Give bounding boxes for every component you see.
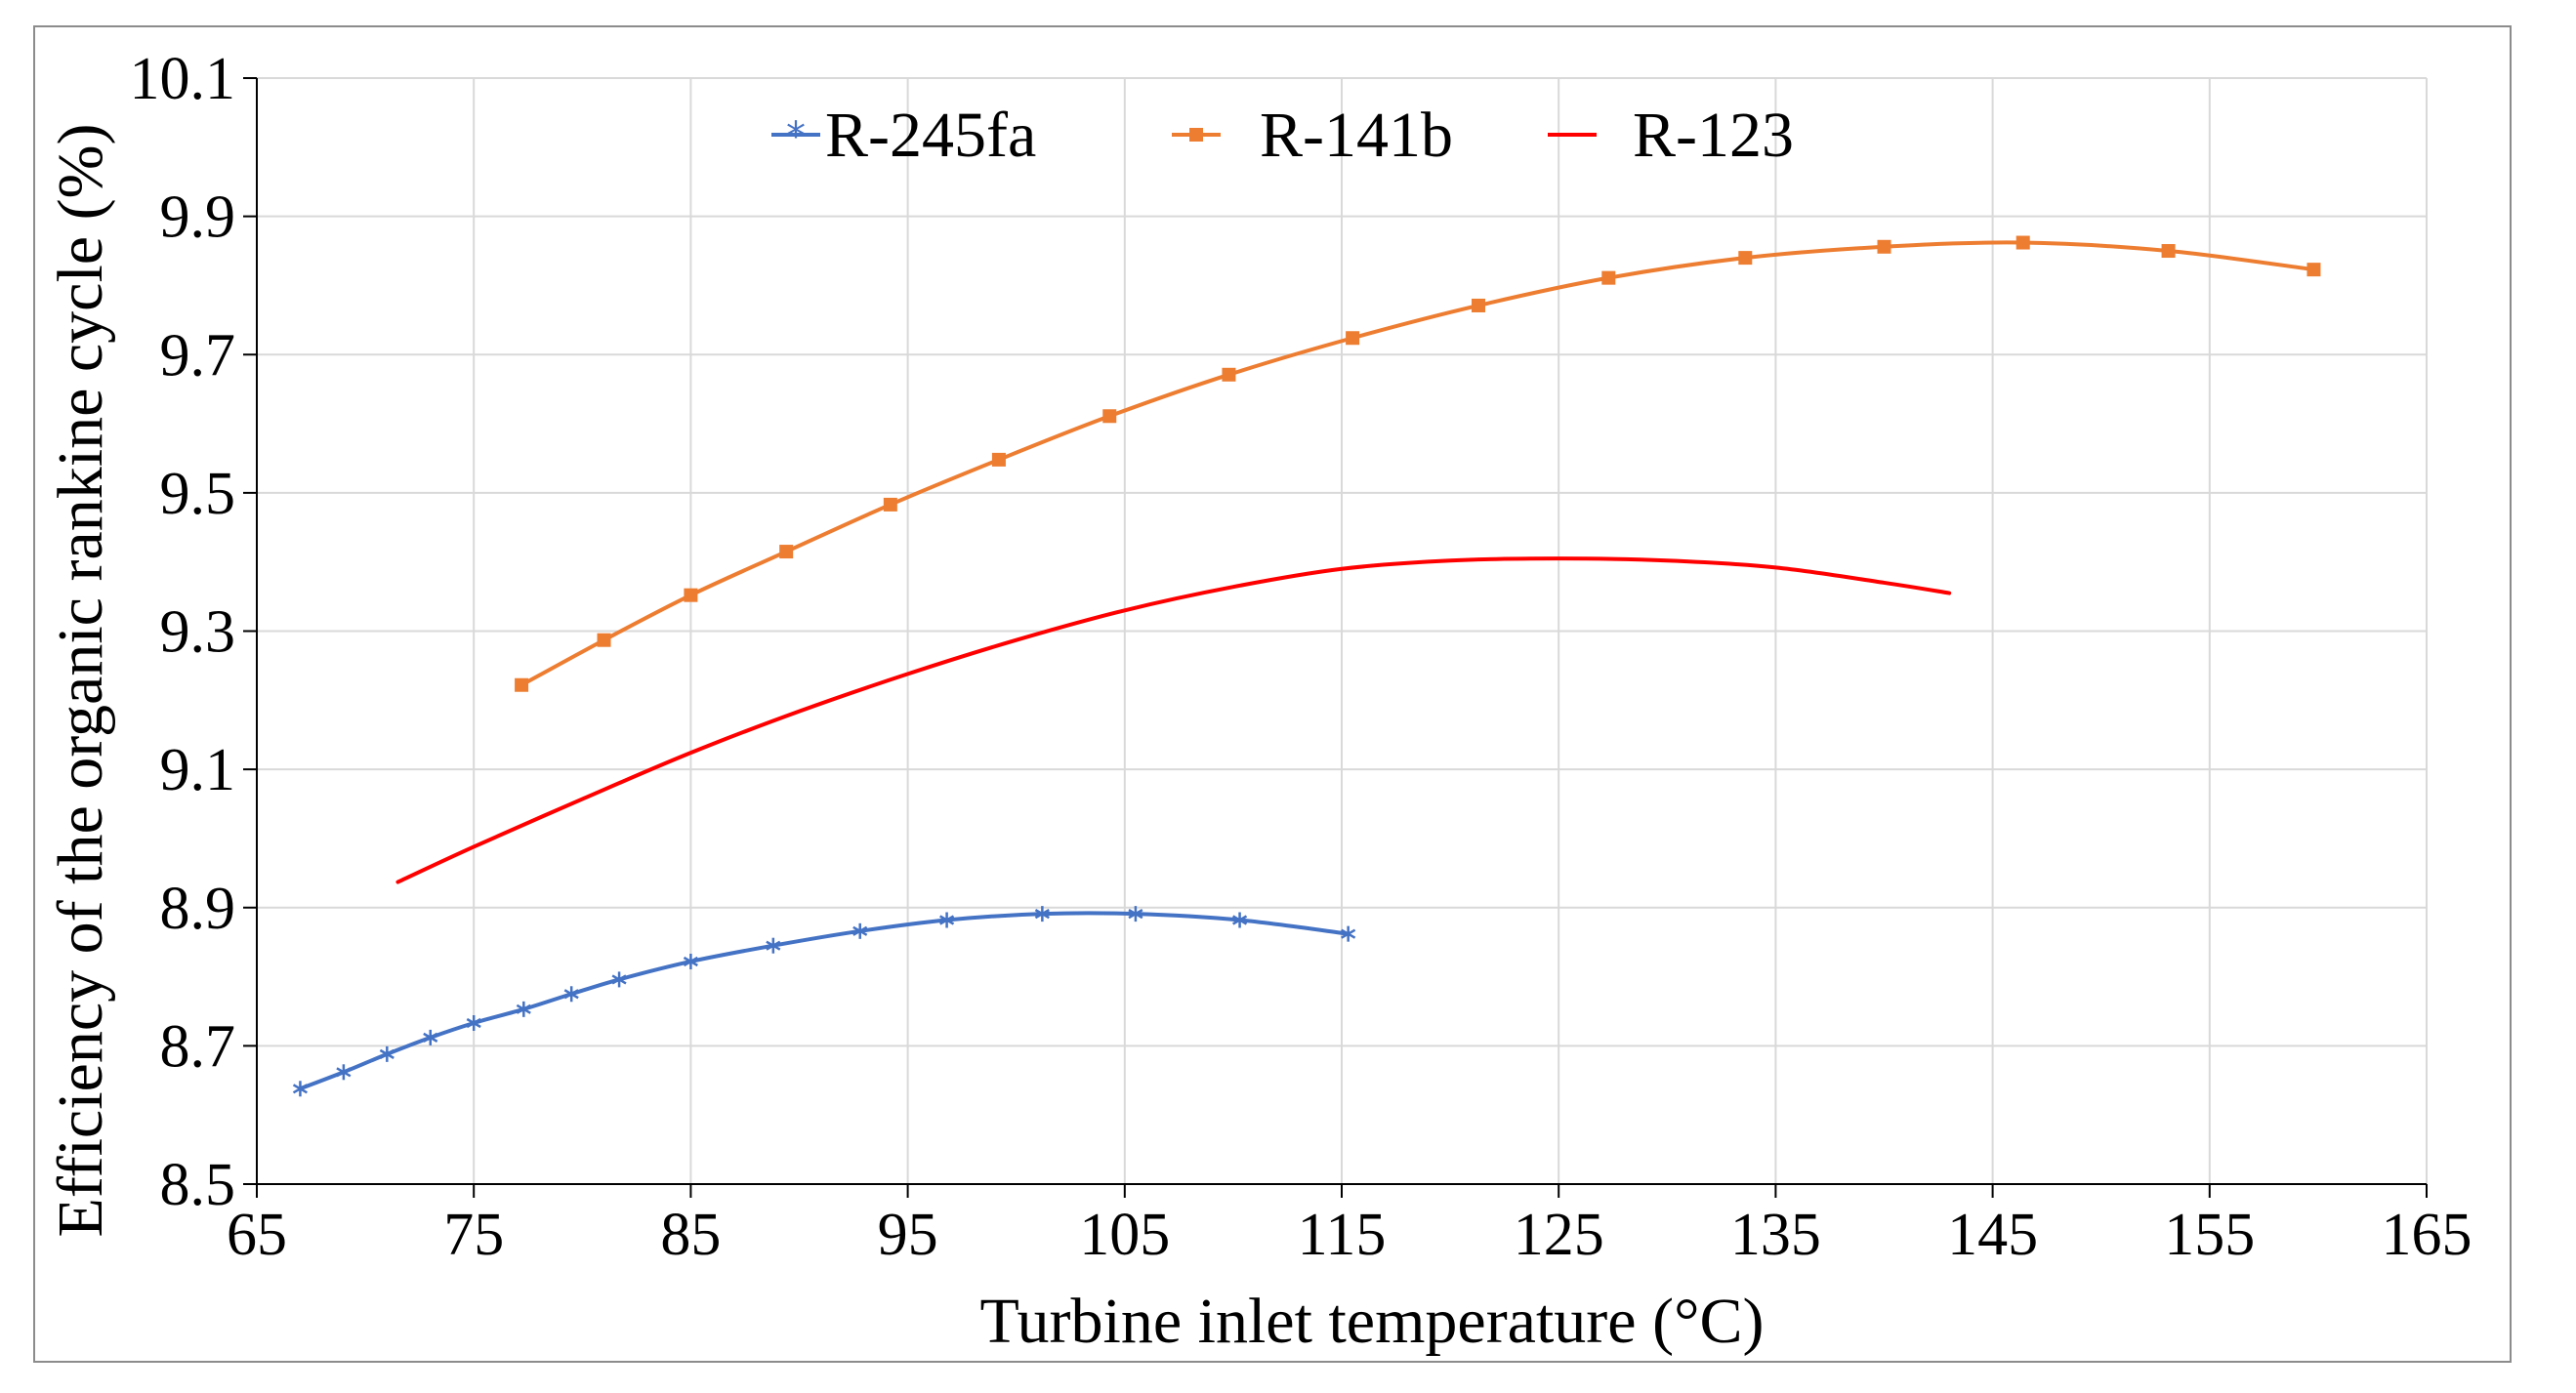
data-point-r245fa: [1341, 925, 1356, 942]
series-line-r141b: [519, 240, 2316, 687]
data-point-r245fa: [852, 922, 868, 939]
data-point-r245fa: [939, 912, 955, 928]
y-tick-label: 9.5: [160, 461, 236, 527]
chart-frame: [33, 25, 2512, 1363]
data-point-r141b: [1346, 331, 1360, 346]
data-point-r141b: [1471, 298, 1485, 312]
y-tick-label: 9.1: [160, 737, 236, 803]
data-point-r141b: [1601, 270, 1616, 285]
y-tick-label: 8.5: [160, 1152, 236, 1218]
x-tick-label: 65: [227, 1202, 287, 1268]
series-line-r245fa: [298, 911, 1350, 1091]
y-tick-label: 8.7: [160, 1013, 236, 1080]
data-point-r245fa: [683, 953, 698, 969]
legend: * R-245fa R-141b R-123: [771, 100, 1794, 171]
data-point-r245fa: [563, 986, 579, 1003]
series-line-r123: [395, 556, 1952, 884]
legend-label-r245fa: R-245fa: [825, 100, 1036, 171]
x-tick-label: 135: [1730, 1202, 1821, 1268]
data-point-r245fa: [1128, 906, 1143, 922]
y-tick-label: 10.1: [130, 46, 236, 112]
y-tick-label: 9.9: [160, 184, 236, 251]
data-point-r245fa: [423, 1029, 438, 1045]
gridlines: [257, 77, 2428, 1184]
y-tick-label: 9.7: [160, 322, 236, 389]
y-tick-label: 9.3: [160, 599, 236, 666]
legend-item-r141b: R-141b: [1172, 100, 1453, 171]
x-tick-label: 115: [1298, 1202, 1387, 1268]
y-axis-title: Efficiency of the organic rankine cycle …: [45, 123, 116, 1237]
data-point-r141b: [2161, 244, 2176, 259]
data-point-r141b: [1222, 367, 1236, 382]
data-point-r245fa: [336, 1064, 352, 1081]
data-point-r141b: [597, 633, 611, 647]
legend-label-r123: R-123: [1633, 100, 1794, 171]
legend-marker-r141b: [1189, 128, 1203, 142]
data-point-r245fa: [466, 1015, 481, 1032]
data-point-r141b: [1102, 409, 1117, 424]
data-point-r245fa: [379, 1045, 395, 1062]
x-tick-label: 75: [443, 1202, 504, 1268]
axes: 8.5 8.7 8.9 9.1 9.3 9.5 9.7 9.9 10.1 65 75 85 95 105 1…: [130, 46, 2472, 1268]
data-point-r141b: [2306, 263, 2321, 277]
data-point-r245fa: [1034, 906, 1050, 922]
x-tick-label: 155: [2164, 1202, 2255, 1268]
data-point-r141b: [1877, 239, 1891, 254]
data-point-r141b: [883, 497, 897, 512]
x-tick-label: 165: [2382, 1202, 2472, 1268]
data-point-r245fa: [611, 971, 627, 988]
data-point-r245fa: [292, 1081, 308, 1097]
x-tick-label: 105: [1079, 1202, 1170, 1268]
legend-item-r123: R-123: [1548, 100, 1794, 171]
legend-marker-r245fa: *: [786, 114, 806, 159]
x-tick-label: 145: [1947, 1202, 2038, 1268]
x-axis-title: Turbine inlet temperature (°C): [980, 1286, 1765, 1357]
legend-label-r141b: R-141b: [1260, 100, 1453, 171]
series: [292, 235, 2321, 1097]
data-point-r141b: [515, 677, 529, 692]
x-tick-label: 85: [660, 1202, 721, 1268]
data-point-r245fa: [766, 937, 781, 954]
y-tick-label: 8.9: [160, 876, 236, 942]
x-tick-label: 95: [878, 1202, 938, 1268]
data-point-r141b: [779, 545, 794, 559]
data-point-r245fa: [516, 1001, 531, 1017]
legend-item-r245fa: * R-245fa: [771, 100, 1036, 171]
data-point-r141b: [2015, 235, 2030, 250]
data-point-r141b: [991, 452, 1006, 467]
data-point-r141b: [684, 588, 698, 602]
x-tick-label: 125: [1514, 1202, 1604, 1268]
data-point-r141b: [1738, 251, 1753, 266]
data-point-r245fa: [1232, 912, 1248, 928]
